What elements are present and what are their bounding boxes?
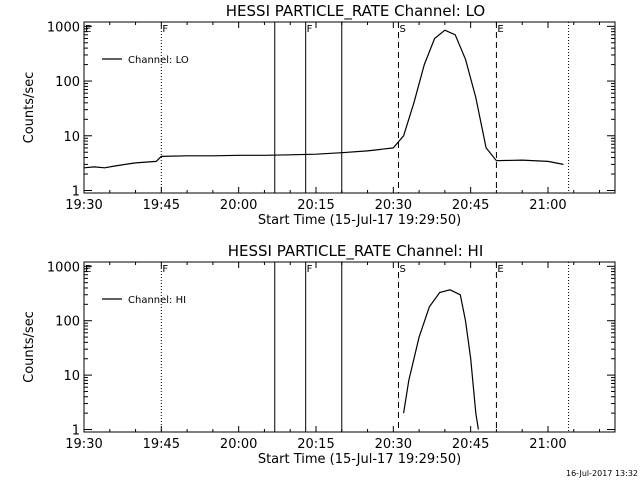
x-tick-label: 20:30 bbox=[375, 437, 412, 452]
x-tick-label: 19:45 bbox=[143, 198, 180, 213]
chart-title: HESSI PARTICLE_RATE Channel: LO bbox=[226, 2, 485, 21]
x-tick-label: 20:45 bbox=[452, 198, 489, 213]
x-tick-label: 21:00 bbox=[529, 198, 566, 213]
event-marker-flag: E bbox=[85, 264, 91, 275]
y-axis-title: Counts/sec bbox=[22, 72, 37, 144]
x-axis-title: Start Time (15-Jul-17 19:29:50) bbox=[258, 213, 461, 228]
y-axis-title: Counts/sec bbox=[22, 311, 37, 383]
plot-frame bbox=[83, 21, 616, 194]
y-tick-label: 1 bbox=[72, 184, 80, 199]
y-tick-label: 10 bbox=[63, 130, 80, 145]
y-tick-label: 1000 bbox=[47, 20, 80, 35]
event-marker-flag: E bbox=[497, 24, 503, 35]
x-tick-label: 20:45 bbox=[452, 437, 489, 452]
x-tick-label: 20:15 bbox=[297, 198, 334, 213]
legend-label: Channel: LO bbox=[128, 55, 189, 66]
event-marker-flag: S bbox=[399, 24, 405, 35]
y-tick-label: 1 bbox=[72, 424, 80, 439]
chart-panel-lo: HESSI PARTICLE_RATE Channel: LO 19:30 19:4… bbox=[22, 2, 616, 228]
y-tick-label: 1000 bbox=[47, 260, 80, 275]
event-marker-flag: F bbox=[307, 264, 313, 275]
event-marker-flag: F bbox=[307, 24, 313, 35]
footer-timestamp: 16-Jul-2017 13:32 bbox=[566, 469, 638, 478]
y-tick-label: 10 bbox=[63, 369, 80, 384]
chart-title: HESSI PARTICLE_RATE Channel: HI bbox=[228, 242, 484, 261]
x-tick-label: 20:00 bbox=[220, 198, 257, 213]
legend-label: Channel: HI bbox=[128, 295, 186, 306]
x-tick-label: 19:30 bbox=[65, 437, 102, 452]
plot-frame bbox=[83, 261, 616, 433]
x-tick-label: 19:30 bbox=[65, 198, 102, 213]
x-tick-label: 20:30 bbox=[375, 198, 412, 213]
x-tick-label: 19:45 bbox=[143, 437, 180, 452]
event-marker-flag: E bbox=[85, 24, 91, 35]
y-tick-label: 100 bbox=[55, 75, 80, 90]
event-marker-flag: F bbox=[162, 264, 168, 275]
x-tick-label: 21:00 bbox=[529, 437, 566, 452]
event-marker-flag: S bbox=[399, 264, 405, 275]
data-series-line bbox=[83, 29, 564, 169]
x-tick-label: 20:00 bbox=[220, 437, 257, 452]
event-marker-flag: E bbox=[497, 264, 503, 275]
x-axis-title: Start Time (15-Jul-17 19:29:50) bbox=[258, 452, 461, 467]
y-tick-label: 100 bbox=[55, 315, 80, 330]
x-tick-label: 20:15 bbox=[297, 437, 334, 452]
chart-panel-hi: HESSI PARTICLE_RATE Channel: HI 19:30 19:4… bbox=[22, 242, 616, 467]
event-marker-flag: F bbox=[162, 24, 168, 35]
data-series-line bbox=[403, 289, 479, 430]
